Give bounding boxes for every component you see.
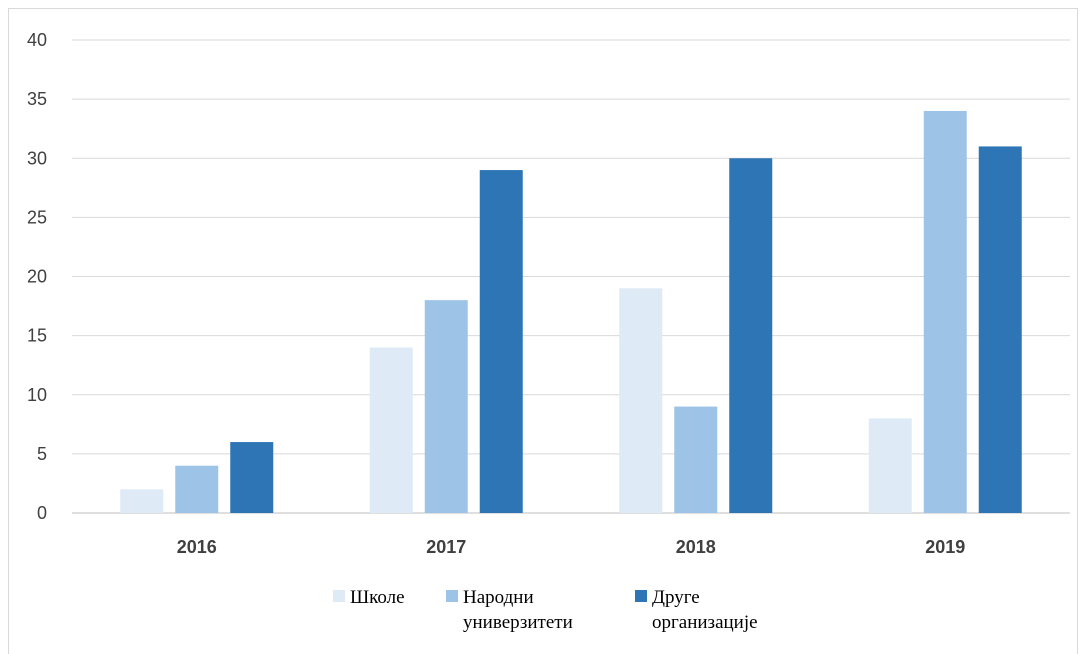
y-tick-label: 30 [27,148,47,168]
x-category-label: 2016 [177,537,217,557]
y-tick-label: 0 [37,503,47,523]
bar-2016-3 [230,442,274,513]
bar-2016-2 [175,465,219,513]
bar-2017-1 [369,347,413,513]
legend-label-3: Друге организације [652,587,758,633]
legend-label-line: Школе [350,587,405,608]
bar-2018-2 [674,406,718,513]
legend-swatch-1 [333,590,345,602]
bar-2019-3 [978,146,1022,514]
bar-2017-2 [424,300,468,513]
bars [120,110,1022,514]
legend: Школе Народни универзитети Друге организациј… [333,587,758,633]
legend-swatch-2 [446,590,458,602]
chart-border [8,8,1078,654]
y-tick-label: 10 [27,385,47,405]
bar-2018-1 [619,288,663,513]
y-tick-label: 25 [27,207,47,227]
y-tick-label: 20 [27,267,47,287]
bar-2018-3 [729,158,773,513]
y-tick-label: 40 [27,30,47,50]
legend-label-line: Друге [652,587,700,608]
legend-label-2: Народни универзитети [463,587,573,633]
y-tick-label: 15 [27,326,47,346]
legend-label-line: Народни [463,587,534,608]
y-tick-label: 5 [37,444,47,464]
legend-swatch-3 [635,590,647,602]
x-category-label: 2017 [426,537,466,557]
y-tick-label: 35 [27,89,47,109]
x-axis-categories: 2016 2017 2018 2019 [177,537,966,557]
gridlines [72,39,1070,514]
legend-label-line: универзитети [463,612,573,633]
bar-2019-1 [868,418,912,513]
legend-label-1: Школе [350,587,405,608]
x-category-label: 2019 [925,537,965,557]
bar-2019-2 [923,110,967,513]
bar-2016-1 [120,489,164,513]
bar-2017-3 [479,170,523,513]
x-category-label: 2018 [676,537,716,557]
legend-label-line: организације [652,612,758,633]
y-axis-ticks: 0 5 10 15 20 25 30 35 40 [27,30,47,523]
